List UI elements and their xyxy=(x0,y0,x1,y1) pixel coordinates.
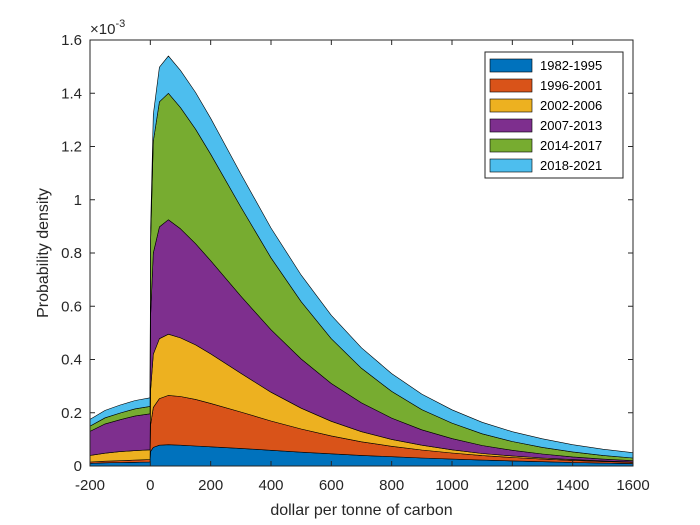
legend-swatch xyxy=(489,58,533,73)
legend: 1982-1995 1996-2001 2002-2006 2007-2013 2014… xyxy=(484,51,624,179)
y-tick-label: 1 xyxy=(74,192,82,209)
y-exponent-power: -3 xyxy=(115,18,125,30)
y-tick-label: 0.6 xyxy=(61,298,82,315)
x-tick-label: 1600 xyxy=(616,477,649,494)
legend-swatch xyxy=(489,98,533,113)
legend-swatch xyxy=(489,138,533,153)
stacked-areas xyxy=(89,55,634,467)
legend-label: 1982-1995 xyxy=(540,58,602,73)
legend-swatch xyxy=(489,78,533,93)
y-exponent-base: ×10 xyxy=(90,21,115,38)
x-axis-label: dollar per tonne of carbon xyxy=(270,502,452,519)
x-tick-label: 0 xyxy=(146,477,154,494)
legend-label: 1996-2001 xyxy=(540,78,602,93)
legend-label: 2018-2021 xyxy=(540,158,602,173)
y-tick-label: 0.2 xyxy=(61,405,82,422)
y-tick-label: 0 xyxy=(74,458,82,475)
x-tick-label: 1000 xyxy=(435,477,468,494)
x-tick-label: 800 xyxy=(379,477,404,494)
x-axis-ticks: -200 0 200 400 600 800 1000 1200 1400 1600 xyxy=(75,40,650,494)
legend-swatch xyxy=(489,118,533,133)
y-tick-label: 1.6 xyxy=(61,32,82,49)
x-tick-label: 1200 xyxy=(496,477,529,494)
y-tick-label: 1.2 xyxy=(61,139,82,156)
y-axis-label: Probability density xyxy=(35,188,52,318)
legend-label: 2007-2013 xyxy=(540,118,602,133)
x-tick-label: -200 xyxy=(75,477,105,494)
x-tick-label: 400 xyxy=(258,477,283,494)
x-tick-label: 600 xyxy=(319,477,344,494)
legend-label: 2014-2017 xyxy=(540,138,602,153)
y-exponent-label: ×10-3 xyxy=(90,18,125,38)
y-tick-label: 1.4 xyxy=(61,85,82,102)
legend-swatch xyxy=(489,158,533,173)
y-tick-label: 0.4 xyxy=(61,352,82,369)
x-tick-label: 200 xyxy=(198,477,223,494)
y-axis-ticks: 0 0.2 0.4 0.6 0.8 1 1.2 1.4 1.6 xyxy=(61,32,633,475)
y-tick-label: 0.8 xyxy=(61,245,82,262)
x-tick-label: 1400 xyxy=(556,477,589,494)
legend-frame xyxy=(484,51,624,179)
legend-label: 2002-2006 xyxy=(540,98,602,113)
